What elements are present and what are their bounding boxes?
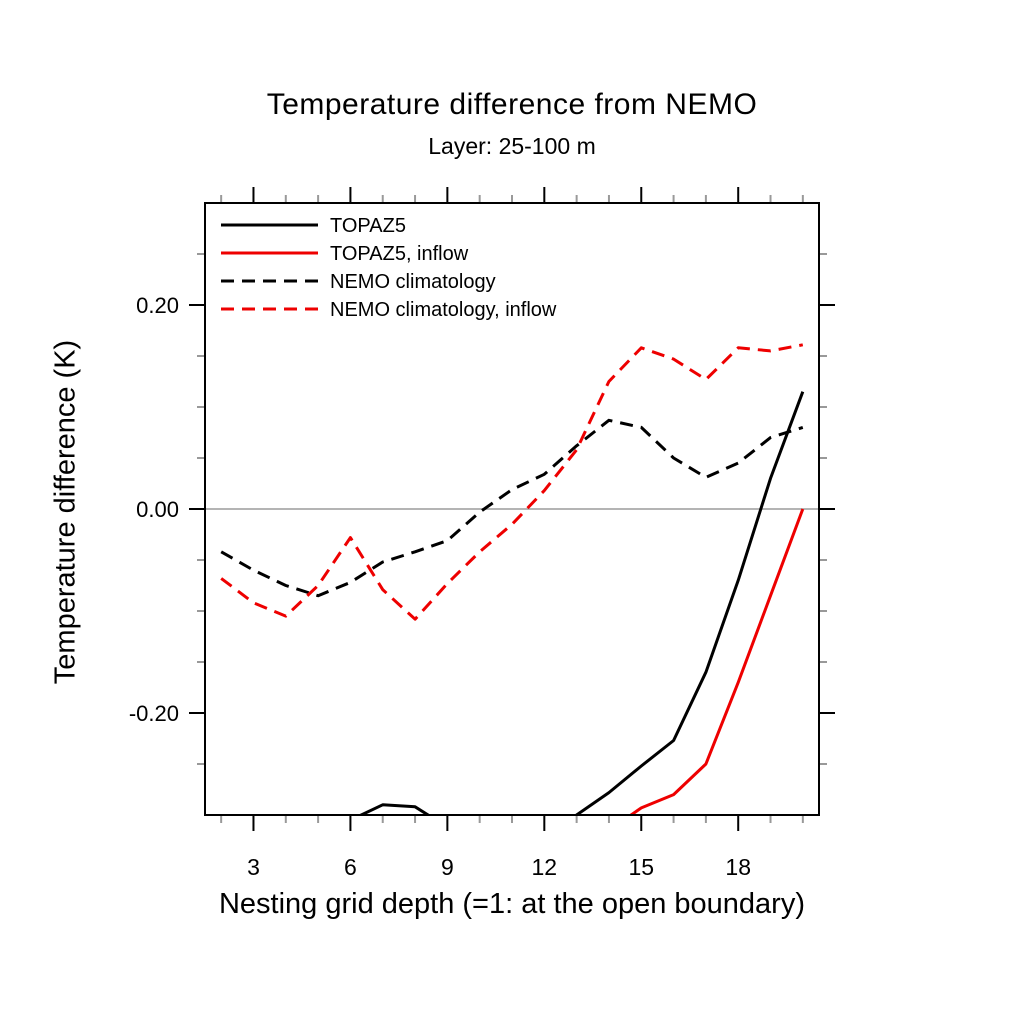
x-tick-label: 9 [441, 854, 454, 880]
x-tick-label: 15 [628, 854, 654, 880]
legend-label: TOPAZ5 [330, 215, 406, 237]
x-tick-label: 3 [247, 854, 260, 880]
legend: TOPAZ5 TOPAZ5, inflow NEMO climatology NEMO… [221, 215, 557, 321]
axis-ticks [189, 187, 835, 831]
series-line-nemo-climatology-inflow [220, 343, 804, 621]
x-tick-label: 18 [725, 854, 751, 880]
series-line-nemo-climatology [220, 418, 804, 598]
y-tick-label: 0.20 [136, 293, 179, 318]
y-tick-label: 0.00 [136, 497, 179, 522]
legend-label: NEMO climatology, inflow [330, 299, 557, 321]
x-axis-label: Nesting grid depth (=1: at the open boun… [218, 888, 806, 920]
chart-subtitle: Layer: 25-100 m [428, 133, 596, 159]
x-tick-label: 12 [532, 854, 558, 880]
series-line-topaz5-inflow [628, 508, 805, 815]
series-line-topaz5 [357, 391, 805, 815]
legend-label: TOPAZ5, inflow [330, 243, 469, 265]
y-tick-label: -0.20 [129, 701, 179, 726]
legend-label: NEMO climatology [330, 271, 496, 293]
y-axis-label: Temperature difference (K) [49, 339, 82, 685]
chart-title: Temperature difference from NEMO [266, 88, 758, 121]
plot-frame [204, 202, 820, 816]
x-tick-label: 6 [344, 854, 357, 880]
